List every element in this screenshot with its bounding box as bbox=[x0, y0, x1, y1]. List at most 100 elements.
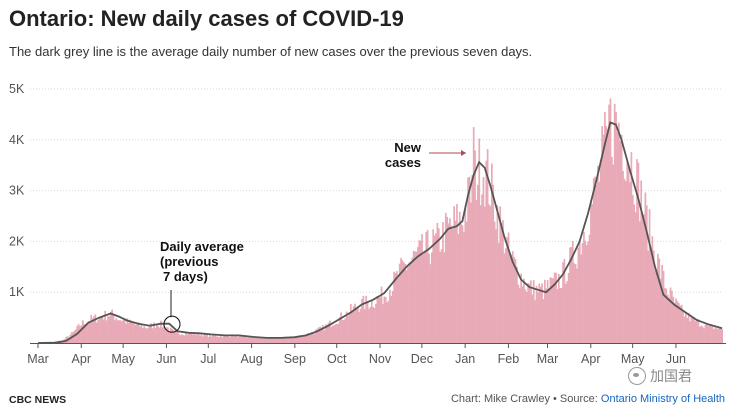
daily-case-bar bbox=[278, 338, 281, 343]
daily-case-bar bbox=[447, 223, 450, 343]
daily-case-bar bbox=[271, 337, 274, 343]
daily-case-bar bbox=[701, 326, 704, 343]
daily-case-bar bbox=[235, 334, 238, 343]
watermark-text: 加国君 bbox=[650, 368, 692, 384]
daily-case-bar bbox=[439, 251, 442, 343]
daily-case-bar bbox=[372, 307, 375, 343]
daily-case-bar bbox=[527, 283, 529, 343]
x-tick-label: Jun bbox=[666, 352, 686, 366]
daily-case-bar bbox=[210, 336, 213, 343]
daily-case-bar bbox=[126, 318, 129, 343]
daily-case-bar bbox=[81, 320, 84, 343]
daily-case-bar bbox=[365, 295, 368, 343]
daily-case-bar bbox=[222, 334, 225, 343]
daily-case-bar bbox=[221, 337, 224, 343]
daily-case-bar bbox=[583, 232, 585, 343]
daily-case-bar bbox=[220, 335, 222, 343]
daily-case-bar bbox=[87, 321, 90, 343]
daily-case-bar bbox=[396, 271, 398, 343]
daily-case-bar bbox=[197, 332, 200, 343]
daily-case-bar bbox=[189, 333, 192, 343]
daily-case-bar bbox=[542, 299, 545, 343]
daily-case-bar bbox=[285, 337, 288, 343]
daily-case-bar bbox=[347, 316, 349, 343]
daily-case-bar bbox=[507, 232, 510, 343]
daily-case-bar bbox=[133, 324, 136, 343]
daily-case-bar bbox=[313, 333, 316, 343]
daily-case-bar bbox=[704, 324, 707, 343]
daily-case-bar bbox=[567, 272, 570, 343]
daily-case-bar bbox=[142, 328, 144, 343]
daily-case-bar bbox=[557, 273, 560, 343]
daily-case-bar bbox=[341, 319, 344, 343]
daily-case-bar bbox=[135, 324, 137, 343]
y-tick-label: 3K bbox=[9, 184, 25, 198]
daily-case-bar bbox=[436, 222, 439, 343]
daily-case-bar bbox=[121, 321, 123, 343]
daily-case-bar bbox=[176, 331, 179, 343]
daily-case-bar bbox=[492, 184, 495, 343]
daily-case-bar bbox=[499, 206, 502, 343]
daily-case-bar bbox=[703, 328, 705, 343]
daily-case-bar bbox=[682, 310, 684, 343]
daily-case-bar bbox=[574, 264, 577, 343]
daily-case-bar bbox=[249, 336, 252, 343]
daily-case-bar bbox=[643, 214, 645, 343]
daily-case-bar bbox=[523, 278, 525, 343]
daily-case-bar bbox=[474, 150, 476, 343]
daily-case-bar bbox=[645, 205, 648, 343]
x-tick-label: Mar bbox=[27, 352, 49, 366]
daily-case-bar bbox=[544, 279, 546, 343]
daily-case-bar bbox=[453, 206, 455, 343]
daily-case-bar bbox=[362, 295, 365, 343]
x-tick-label: Aug bbox=[240, 352, 262, 366]
daily-case-bar bbox=[211, 334, 214, 343]
daily-case-bar bbox=[394, 273, 397, 343]
daily-case-bar bbox=[324, 324, 327, 343]
daily-case-bar bbox=[239, 335, 242, 343]
daily-case-bar bbox=[654, 270, 656, 343]
x-tick-label: Jul bbox=[200, 352, 216, 366]
daily-case-bar bbox=[714, 327, 717, 343]
daily-case-bar bbox=[104, 310, 107, 343]
daily-case-bar bbox=[652, 250, 655, 343]
daily-case-bar bbox=[712, 329, 715, 343]
daily-case-bar bbox=[296, 335, 299, 343]
daily-case-bar bbox=[73, 330, 76, 343]
daily-case-bar bbox=[400, 257, 402, 343]
daily-case-bar bbox=[164, 328, 167, 343]
daily-case-bar bbox=[305, 335, 308, 343]
daily-case-bar bbox=[432, 229, 435, 343]
daily-case-bar bbox=[560, 288, 563, 343]
daily-case-bar bbox=[91, 318, 94, 343]
daily-case-bar bbox=[274, 337, 277, 343]
daily-case-bar bbox=[556, 289, 559, 343]
daily-case-bar bbox=[672, 297, 675, 343]
daily-case-bar bbox=[668, 297, 670, 343]
daily-case-bar bbox=[111, 309, 113, 343]
daily-case-bar bbox=[95, 322, 98, 343]
daily-case-bar bbox=[601, 126, 603, 344]
daily-case-bar bbox=[658, 258, 661, 343]
source-link[interactable]: Ontario Ministry of Health bbox=[600, 393, 725, 405]
daily-case-bar bbox=[234, 335, 236, 343]
daily-case-bar bbox=[721, 328, 723, 343]
daily-case-bar bbox=[380, 286, 383, 343]
daily-case-bar bbox=[608, 104, 610, 344]
daily-case-bar bbox=[493, 221, 496, 343]
daily-case-bar bbox=[169, 327, 172, 343]
daily-case-bar bbox=[509, 253, 511, 343]
daily-case-bar bbox=[514, 259, 517, 343]
daily-case-bar bbox=[143, 326, 146, 343]
daily-case-bar bbox=[693, 317, 696, 343]
daily-case-bar bbox=[319, 326, 321, 343]
daily-case-bar bbox=[442, 222, 444, 343]
daily-case-bar bbox=[175, 331, 178, 343]
daily-case-bar bbox=[229, 336, 232, 343]
daily-case-bar bbox=[154, 327, 157, 343]
daily-case-bar bbox=[382, 304, 384, 343]
daily-case-bar bbox=[580, 254, 583, 343]
daily-case-bar bbox=[423, 251, 426, 343]
daily-case-bar bbox=[185, 332, 187, 343]
daily-case-bar bbox=[373, 308, 376, 343]
